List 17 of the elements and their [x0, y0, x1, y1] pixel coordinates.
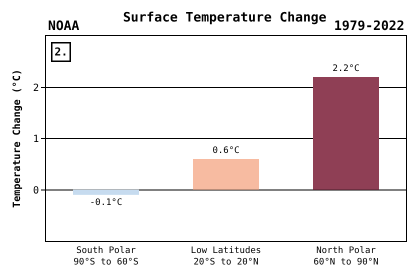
bar — [313, 77, 379, 190]
y-tick-label: 0 — [32, 185, 39, 196]
data-label: -0.1°C — [90, 198, 122, 208]
data-label: 2.2°C — [332, 64, 360, 74]
text: NOAA — [48, 19, 80, 34]
bar — [73, 190, 139, 195]
x-tick-label: South Polar 90°S to 60°S — [73, 246, 139, 268]
data-label: 0.6°C — [212, 146, 240, 156]
chart-title: Surface Temperature Change — [122, 10, 327, 26]
x-tick-label: North Polar 60°N to 90°N — [313, 246, 379, 268]
bar — [193, 159, 259, 190]
y-tick-label: 2 — [32, 82, 39, 94]
x-tick-label: Low Latitudes 20°S to 20°N — [190, 246, 262, 268]
annotation: 2. — [54, 46, 68, 58]
text: 1979-2022 — [334, 19, 404, 34]
y-tick-label: 1 — [32, 134, 39, 145]
y-axis-title: Temperature Change (°C) — [12, 69, 23, 208]
